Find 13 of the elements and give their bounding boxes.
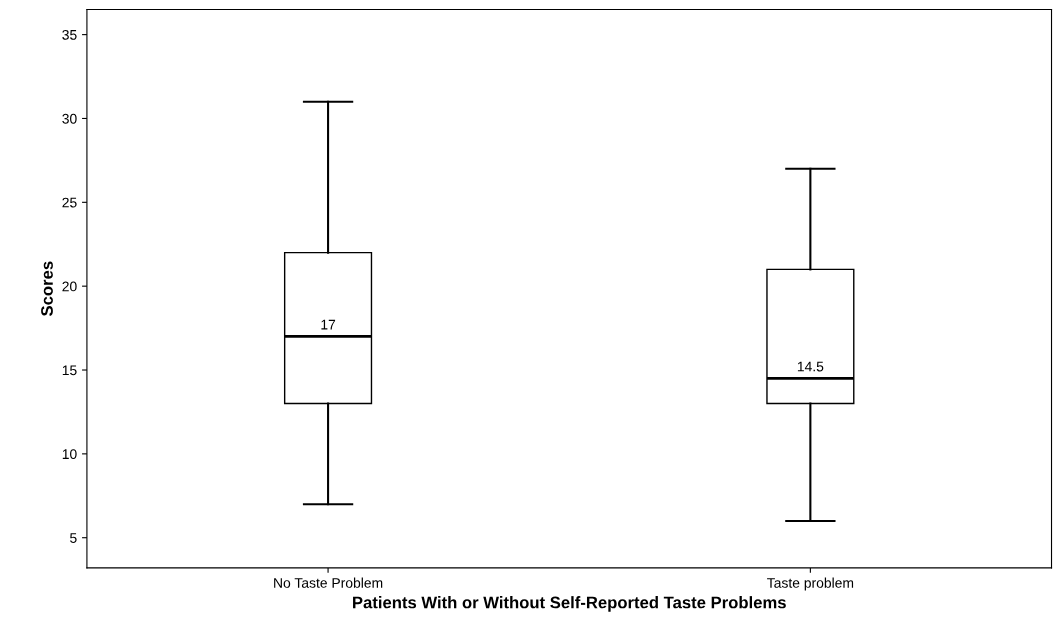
x-tick-label: No Taste Problem	[274, 577, 383, 588]
y-tick-label: 15	[62, 365, 77, 376]
y-tick-label: 10	[62, 449, 77, 460]
text: 17	[321, 319, 336, 330]
text: 14.5	[797, 361, 824, 372]
y-tick-label: 5	[70, 533, 77, 543]
y-axis-title: Scores	[41, 261, 53, 316]
x-axis-title: Patients With or Without Self-Reported Taste Problems	[353, 596, 786, 612]
x-tick-label: Taste problem	[767, 577, 854, 591]
y-tick-label: 20	[62, 281, 77, 292]
y-tick-label: 30	[62, 113, 77, 124]
y-tick-label: 35	[62, 29, 77, 40]
y-tick-label: 25	[62, 197, 77, 208]
